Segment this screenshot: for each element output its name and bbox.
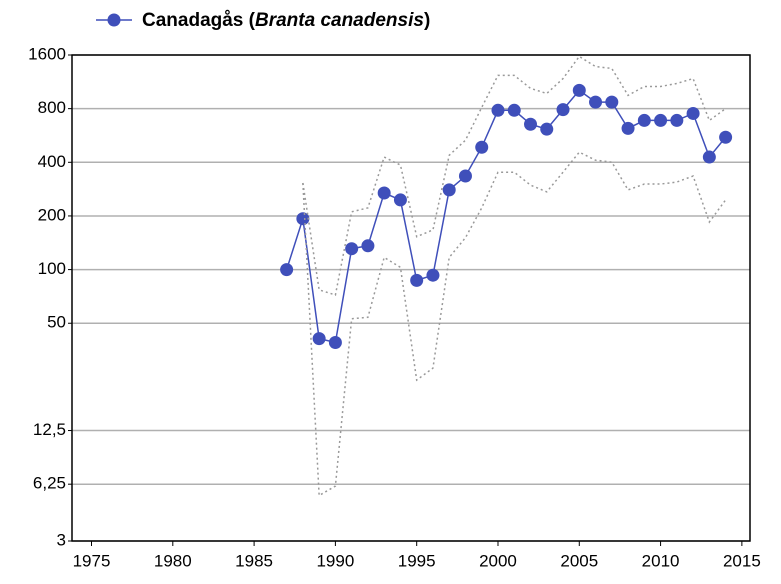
point (475, 140, 489, 154)
point (312, 332, 326, 346)
point (702, 150, 716, 164)
series-line (302, 55, 727, 296)
point (686, 106, 700, 120)
x-tick-label: 1975 (73, 551, 111, 570)
point (654, 113, 668, 127)
series-line (285, 89, 727, 344)
point (491, 103, 505, 117)
y-tick-label: 50 (47, 313, 66, 332)
point (621, 121, 635, 135)
point (361, 239, 375, 253)
point (719, 130, 733, 144)
plot-frame (71, 54, 751, 542)
point (458, 169, 472, 183)
y-tick-label: 400 (38, 152, 66, 171)
point (442, 183, 456, 197)
point (426, 268, 440, 282)
point (556, 103, 570, 117)
point (589, 95, 603, 109)
point (670, 113, 684, 127)
point (377, 186, 391, 200)
legend-marker (107, 13, 121, 27)
point (605, 95, 619, 109)
point (572, 83, 586, 97)
x-tick-label: 2005 (560, 551, 598, 570)
y-tick-label: 3 (57, 530, 66, 549)
point (328, 335, 342, 349)
point (410, 273, 424, 287)
x-tick-label: 2000 (479, 551, 517, 570)
y-tick-label: 1600 (28, 44, 66, 63)
x-tick-label: 1990 (316, 551, 354, 570)
legend-text: Canadagås (Branta canadensis) (142, 10, 430, 31)
y-tick-label: 6,25 (33, 474, 66, 493)
point (345, 242, 359, 256)
point (296, 212, 310, 226)
point (524, 117, 538, 131)
point (637, 113, 651, 127)
point (540, 122, 554, 136)
y-tick-label: 100 (38, 259, 66, 278)
x-tick-label: 2015 (723, 551, 761, 570)
point (507, 103, 521, 117)
y-tick-label: 200 (38, 205, 66, 224)
point (280, 263, 294, 277)
point (393, 193, 407, 207)
x-tick-label: 1980 (154, 551, 192, 570)
x-tick-label: 1985 (235, 551, 273, 570)
x-tick-label: 1995 (398, 551, 436, 570)
series-line (302, 151, 727, 497)
y-tick-label: 800 (38, 98, 66, 117)
y-tick-label: 12,5 (33, 420, 66, 439)
x-tick-label: 2010 (642, 551, 680, 570)
